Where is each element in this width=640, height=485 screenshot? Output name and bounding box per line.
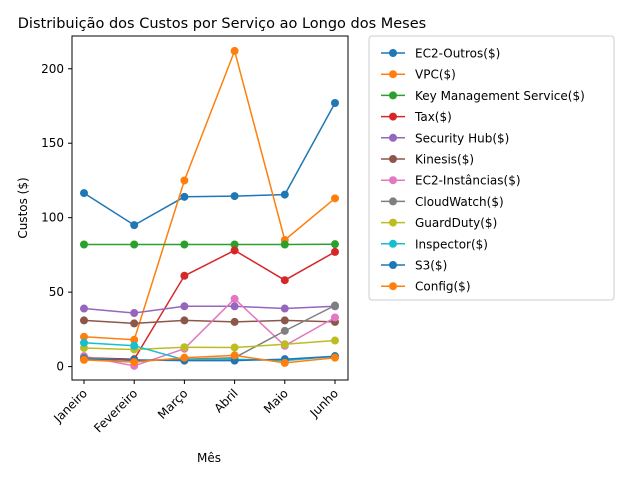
series — [80, 240, 339, 248]
data-point — [180, 272, 188, 280]
series — [80, 99, 339, 229]
data-point — [231, 246, 239, 254]
data-point — [80, 339, 88, 347]
data-point — [281, 191, 289, 199]
legend-swatch-marker — [389, 282, 397, 290]
data-point — [130, 342, 138, 350]
data-point — [80, 356, 88, 364]
series — [80, 302, 339, 317]
data-point — [231, 302, 239, 310]
x-tick-label: Abril — [211, 386, 240, 415]
legend-label: EC2-Outros($) — [415, 47, 500, 61]
data-point — [130, 221, 138, 229]
legend-label: S3($) — [415, 259, 447, 273]
legend-swatch-marker — [389, 134, 397, 142]
data-point — [180, 193, 188, 201]
data-point — [331, 354, 339, 362]
data-point — [331, 194, 339, 202]
plot-area-frame — [72, 36, 348, 380]
legend-swatch-marker — [389, 240, 397, 248]
series — [80, 246, 339, 363]
legend-swatch-marker — [389, 113, 397, 121]
y-tick-label: 150 — [41, 136, 64, 150]
series-line — [84, 306, 335, 361]
data-point — [281, 240, 289, 248]
data-point — [80, 305, 88, 313]
data-point — [331, 240, 339, 248]
data-point — [180, 354, 188, 362]
series-line — [84, 103, 335, 225]
legend-label: EC2-Instâncias($) — [415, 174, 521, 188]
legend-label: Tax($) — [414, 110, 452, 124]
x-tick-label: Maio — [261, 386, 291, 416]
data-point — [180, 240, 188, 248]
legend-swatch-marker — [389, 219, 397, 227]
data-point — [281, 340, 289, 348]
data-point — [231, 295, 239, 303]
data-point — [331, 248, 339, 256]
data-point — [281, 359, 289, 367]
x-axis-label: Mês — [197, 451, 221, 465]
legend: EC2-Outros($) VPC($) Key Management Servic… — [369, 36, 614, 300]
legend-label: Config($) — [415, 280, 471, 294]
data-point — [130, 240, 138, 248]
legend-swatch-marker — [389, 49, 397, 57]
data-point — [281, 327, 289, 335]
y-tick-label: 50 — [49, 285, 64, 299]
data-point — [331, 337, 339, 345]
legend-swatch-marker — [389, 70, 397, 78]
data-point — [130, 358, 138, 366]
data-point — [180, 302, 188, 310]
data-point — [231, 318, 239, 326]
x-tick-label: Junho — [307, 386, 341, 420]
series — [80, 47, 339, 344]
series-lines — [80, 47, 339, 370]
chart-title: Distribuição dos Custos por Serviço ao L… — [18, 16, 426, 32]
legend-label: CloudWatch($) — [415, 195, 504, 209]
data-point — [281, 316, 289, 324]
data-point — [281, 276, 289, 284]
legend-swatch-marker — [389, 176, 397, 184]
data-point — [231, 192, 239, 200]
data-point — [331, 313, 339, 321]
x-tick-label: Março — [155, 386, 191, 422]
legend-swatch-marker — [389, 261, 397, 269]
series — [80, 316, 339, 327]
legend-frame — [369, 36, 614, 300]
legend-label: GuardDuty($) — [415, 216, 497, 230]
series-line — [84, 306, 335, 313]
data-point — [231, 344, 239, 352]
data-point — [231, 47, 239, 55]
y-tick-label: 0 — [56, 360, 64, 374]
legend-label: Inspector($) — [415, 237, 488, 251]
x-tick-label: Janeiro — [50, 386, 90, 426]
legend-label: Kinesis($) — [415, 153, 474, 167]
legend-label: VPC($) — [415, 68, 456, 82]
data-point — [180, 343, 188, 351]
y-axis-label: Custos ($) — [16, 177, 30, 238]
legend-swatch-marker — [389, 197, 397, 205]
data-point — [331, 302, 339, 310]
data-point — [331, 99, 339, 107]
data-point — [231, 351, 239, 359]
legend-swatch-marker — [389, 155, 397, 163]
legend-label: Key Management Service($) — [415, 89, 585, 103]
series-line — [84, 51, 335, 340]
data-point — [281, 305, 289, 313]
y-tick-label: 100 — [41, 211, 64, 225]
data-point — [130, 319, 138, 327]
y-tick-label: 200 — [41, 62, 64, 76]
legend-swatch-marker — [389, 91, 397, 99]
data-point — [130, 309, 138, 317]
data-point — [180, 176, 188, 184]
x-tick-label: Fevereiro — [91, 386, 140, 435]
data-point — [180, 316, 188, 324]
data-point — [80, 240, 88, 248]
legend-label: Security Hub($) — [415, 131, 509, 145]
data-point — [80, 189, 88, 197]
data-point — [80, 316, 88, 324]
